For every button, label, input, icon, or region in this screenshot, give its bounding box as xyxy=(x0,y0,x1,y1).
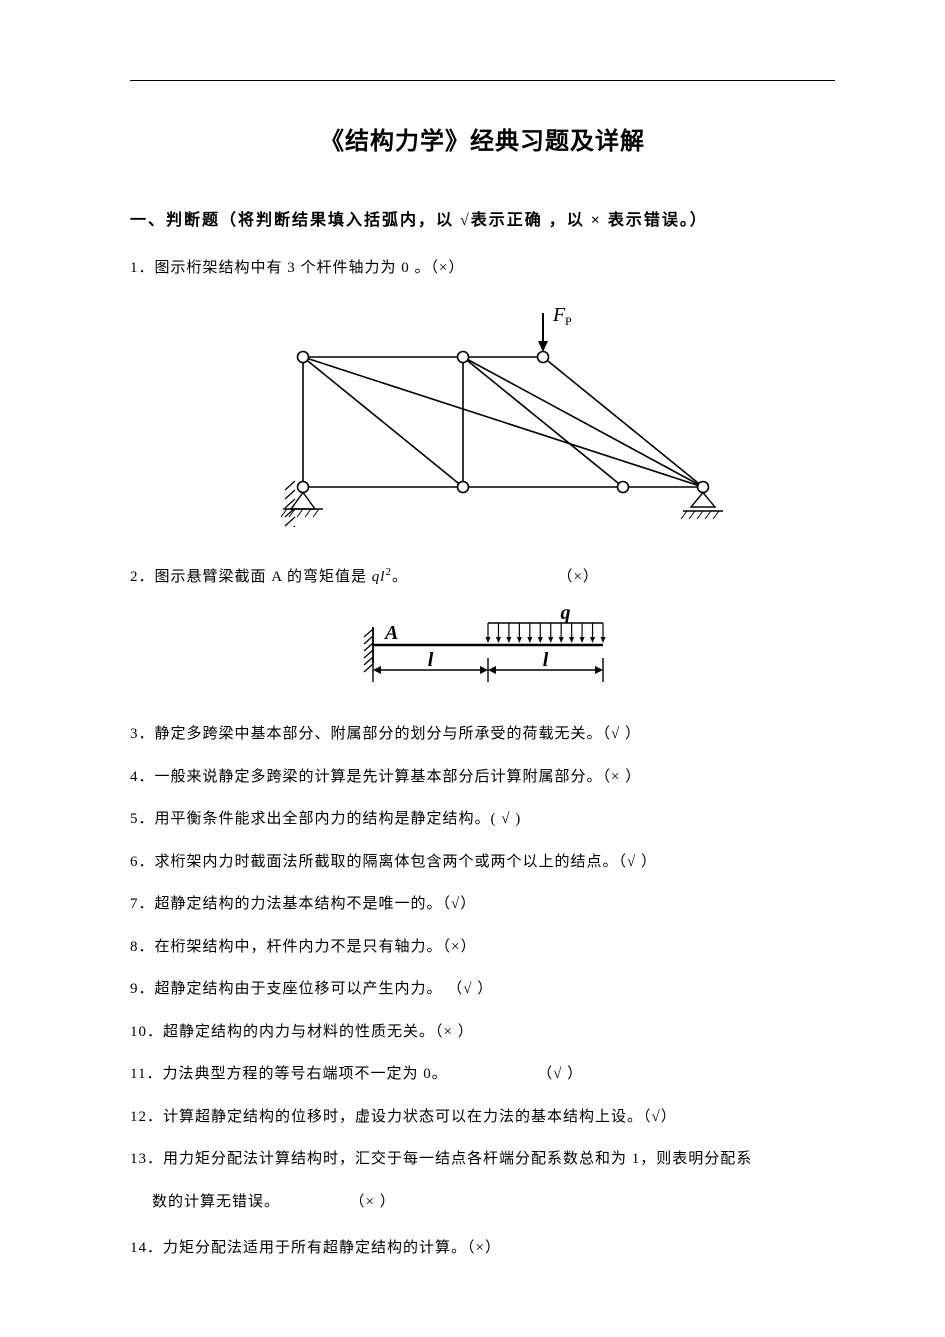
question-11: 11．力法典型方程的等号右端项不一定为 0。 （√ ） xyxy=(130,1060,835,1089)
question-9: 9．超静定结构由于支座位移可以产生内力。 （√ ） xyxy=(130,975,835,1004)
question-5: 5．用平衡条件能求出全部内力的结构是静定结构。( √ ) xyxy=(130,805,835,834)
question-10: 10．超静定结构的内力与材料的性质无关。（× ） xyxy=(130,1018,835,1047)
q11-answer: （√ ） xyxy=(537,1066,583,1082)
question-7: 7．超静定结构的力法基本结构不是唯一的。（√） xyxy=(130,890,835,919)
question-1: 1．图示桁架结构中有 3 个杆件轴力为 0 。（×） xyxy=(130,254,835,283)
cantilever-diagram: q Al l xyxy=(333,605,633,695)
figure-2: q Al l xyxy=(130,605,835,700)
question-3: 3．静定多跨梁中基本部分、附属部分的划分与所承受的荷载无关。（√ ） xyxy=(130,720,835,749)
question-4: 4．一般来说静定多跨梁的计算是先计算基本部分后计算附属部分。（× ） xyxy=(130,763,835,792)
page-title: 《结构力学》经典习题及详解 xyxy=(130,121,835,156)
svg-text:F: F xyxy=(552,304,566,326)
question-2: 2．图示悬臂梁截面 A 的弯矩值是 ql2。 （×） xyxy=(130,562,835,592)
svg-text:q: q xyxy=(560,605,570,624)
truss-diagram: FP xyxy=(243,297,723,527)
section-heading: 一、判断题（将判断结果填入括弧内，以 √表示正确 ，以 × 表示错误。） xyxy=(130,206,835,230)
q2-text-suffix: 。 xyxy=(392,569,408,585)
svg-text:l: l xyxy=(542,649,548,671)
question-6: 6．求桁架内力时截面法所截取的隔离体包含两个或两个以上的结点。（√ ） xyxy=(130,848,835,877)
q2-answer: （×） xyxy=(557,569,598,585)
q13-answer: （× ） xyxy=(350,1194,396,1210)
q2-text-prefix: 2．图示悬臂梁截面 A 的弯矩值是 xyxy=(130,569,372,585)
question-13-line2: 数的计算无错误。 （× ） xyxy=(130,1188,835,1217)
svg-text:A: A xyxy=(383,622,398,644)
top-rule xyxy=(130,80,835,81)
q13-text-b: 数的计算无错误。 xyxy=(152,1194,280,1210)
question-13-line1: 13．用力矩分配法计算结构时，汇交于每一结点各杆端分配系数总和为 1，则表明分配… xyxy=(130,1145,835,1174)
question-14: 14．力矩分配法适用于所有超静定结构的计算。（×） xyxy=(130,1234,835,1263)
svg-text:l: l xyxy=(427,649,433,671)
document-page: 《结构力学》经典习题及详解 一、判断题（将判断结果填入括弧内，以 √表示正确 ，… xyxy=(0,0,945,1337)
svg-text:P: P xyxy=(565,314,572,328)
q11-text: 11．力法典型方程的等号右端项不一定为 0。 xyxy=(130,1066,448,1082)
figure-1: FP xyxy=(130,297,835,532)
question-8: 8．在桁架结构中，杆件内力不是只有轴力。（×） xyxy=(130,933,835,962)
question-12: 12．计算超静定结构的位移时，虚设力状态可以在力法的基本结构上设。（√） xyxy=(130,1103,835,1132)
q2-formula-var: ql xyxy=(372,569,386,585)
